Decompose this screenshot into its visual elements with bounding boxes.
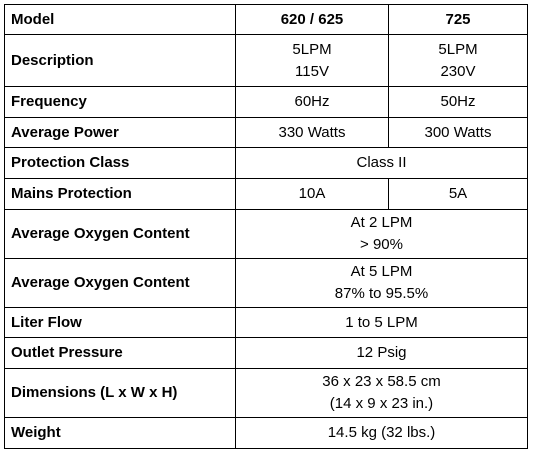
oxygen-2lpm-row: Average Oxygen Content At 2 LPM > 90% — [4, 209, 528, 259]
description-col1: 5LPM 115V — [235, 34, 389, 87]
outlet-pressure-row: Outlet Pressure 12 Psig — [4, 337, 528, 369]
description-row: Description 5LPM 115V 5LPM 230V — [4, 34, 528, 87]
oxygen-5lpm-line1: At 5 LPM — [350, 263, 413, 280]
header-row: Model 620 / 625 725 — [4, 4, 528, 35]
description-label: Description — [4, 34, 236, 87]
description-col2-line1: 5LPM — [438, 40, 478, 58]
model-725-header: 725 — [388, 4, 528, 35]
protection-class-label: Protection Class — [4, 147, 236, 179]
oxygen-5lpm-value: At 5 LPM 87% to 95.5% — [235, 258, 528, 308]
average-power-label: Average Power — [4, 117, 236, 148]
mains-protection-row: Mains Protection 10A 5A — [4, 178, 528, 210]
mains-protection-col2: 5A — [388, 178, 528, 210]
specifications-table: Model 620 / 625 725 Description 5LPM 115… — [4, 4, 528, 449]
description-col2: 5LPM 230V — [388, 34, 528, 87]
average-power-col2: 300 Watts — [388, 117, 528, 148]
mains-protection-col1: 10A — [235, 178, 389, 210]
liter-flow-label: Liter Flow — [4, 307, 236, 338]
outlet-pressure-value: 12 Psig — [235, 337, 528, 369]
model-620-625-header: 620 / 625 — [235, 4, 389, 35]
description-col1-line1: 5LPM — [292, 40, 332, 58]
dimensions-line2: (14 x 9 x 23 in.) — [329, 395, 434, 412]
oxygen-5lpm-row: Average Oxygen Content At 5 LPM 87% to 9… — [4, 258, 528, 308]
oxygen-2lpm-line1: At 2 LPM — [350, 214, 413, 231]
liter-flow-row: Liter Flow 1 to 5 LPM — [4, 307, 528, 338]
frequency-col1: 60Hz — [235, 86, 389, 118]
oxygen-5lpm-label: Average Oxygen Content — [4, 258, 236, 308]
weight-label: Weight — [4, 417, 236, 449]
dimensions-row: Dimensions (L x W x H) 36 x 23 x 58.5 cm… — [4, 368, 528, 418]
dimensions-label: Dimensions (L x W x H) — [4, 368, 236, 418]
dimensions-line1: 36 x 23 x 58.5 cm — [322, 373, 441, 390]
liter-flow-value: 1 to 5 LPM — [235, 307, 528, 338]
description-col1-line2: 115V — [295, 62, 329, 80]
frequency-col2: 50Hz — [388, 86, 528, 118]
oxygen-5lpm-line2: 87% to 95.5% — [334, 285, 429, 302]
average-power-col1: 330 Watts — [235, 117, 389, 148]
weight-row: Weight 14.5 kg (32 lbs.) — [4, 417, 528, 449]
outlet-pressure-label: Outlet Pressure — [4, 337, 236, 369]
protection-class-row: Protection Class Class II — [4, 147, 528, 179]
mains-protection-label: Mains Protection — [4, 178, 236, 210]
average-power-row: Average Power 330 Watts 300 Watts — [4, 117, 528, 148]
oxygen-2lpm-line2: > 90% — [360, 236, 403, 253]
weight-value: 14.5 kg (32 lbs.) — [235, 417, 528, 449]
protection-class-value: Class II — [235, 147, 528, 179]
description-col2-line2: 230V — [440, 62, 476, 80]
frequency-label: Frequency — [4, 86, 236, 118]
oxygen-2lpm-label: Average Oxygen Content — [4, 209, 236, 259]
oxygen-2lpm-value: At 2 LPM > 90% — [235, 209, 528, 259]
model-header: Model — [4, 4, 236, 35]
frequency-row: Frequency 60Hz 50Hz — [4, 86, 528, 118]
dimensions-value: 36 x 23 x 58.5 cm (14 x 9 x 23 in.) — [235, 368, 528, 418]
